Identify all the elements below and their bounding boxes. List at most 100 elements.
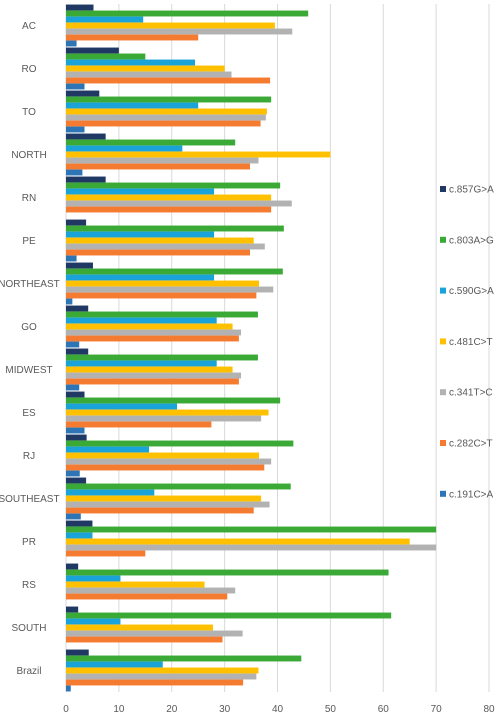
- bar-midwest-1: [66, 354, 258, 361]
- bar-pe-0: [66, 219, 87, 226]
- bar-brazil-2: [66, 661, 163, 668]
- category-label: AC: [22, 21, 36, 32]
- bar-north-4: [66, 157, 259, 164]
- legend-label: c.282C>T: [449, 439, 493, 450]
- bar-midwest-0: [66, 348, 89, 355]
- legend-swatch: [440, 389, 446, 396]
- bar-brazil-0: [66, 649, 89, 656]
- bar-go-5: [66, 335, 239, 342]
- bar-pe-2: [66, 231, 215, 238]
- bar-northeast-1: [66, 268, 283, 275]
- category-labels: AC RO TO NORTH RN PE NORTHEAST GO MIDWEST ES RJ SOU…: [0, 21, 60, 677]
- bar-to-1: [66, 96, 272, 103]
- bar-es-1: [66, 397, 281, 404]
- bar-rn-3: [66, 194, 272, 201]
- bar-ro-6: [66, 83, 85, 90]
- legend-label: c.803A>G: [449, 235, 494, 246]
- bar-pe-6: [66, 255, 77, 262]
- bar-brazil-3: [66, 667, 259, 674]
- bar-south-3: [66, 624, 213, 631]
- category-label: RN: [22, 193, 36, 204]
- category-label: SOUTHEAST: [0, 494, 60, 505]
- bar-pr-0: [66, 520, 93, 527]
- bar-rj-6: [66, 470, 80, 477]
- bar-pr-3: [66, 538, 410, 545]
- category-label: GO: [21, 322, 37, 333]
- x-tick-label: 80: [483, 704, 495, 715]
- legend-swatch: [440, 186, 446, 192]
- bar-go-2: [66, 317, 217, 324]
- bar-southeast-5: [66, 507, 254, 514]
- bar-rs-3: [66, 581, 205, 588]
- bar-go-0: [66, 305, 89, 312]
- bar-pr-4: [66, 544, 437, 551]
- bars: [66, 4, 437, 692]
- bar-pr-5: [66, 550, 146, 557]
- bar-midwest-3: [66, 366, 233, 373]
- legend-swatch: [440, 287, 446, 294]
- bar-ro-2: [66, 59, 196, 66]
- bar-es-5: [66, 421, 212, 428]
- legend-label: c.590G>A: [449, 286, 494, 297]
- bar-northeast-0: [66, 262, 93, 269]
- bar-go-3: [66, 323, 233, 330]
- bar-to-3: [66, 108, 267, 115]
- bar-rn-1: [66, 182, 281, 189]
- bar-northeast-4: [66, 286, 274, 293]
- bar-es-2: [66, 403, 178, 410]
- legend-label: c.341T>C: [449, 388, 493, 399]
- bar-to-5: [66, 120, 261, 127]
- bar-ac-4: [66, 28, 293, 35]
- bar-midwest-2: [66, 360, 217, 367]
- bar-northeast-5: [66, 292, 257, 299]
- category-label: NORTH: [11, 150, 46, 161]
- category-label: NORTHEAST: [0, 279, 60, 290]
- bar-south-0: [66, 606, 79, 613]
- bar-ro-5: [66, 77, 271, 84]
- bar-north-3: [66, 151, 331, 158]
- bar-midwest-5: [66, 378, 239, 385]
- legend-swatch: [440, 338, 446, 345]
- bar-northeast-2: [66, 274, 215, 281]
- bar-to-2: [66, 102, 199, 109]
- bar-southeast-4: [66, 501, 270, 508]
- category-label: TO: [22, 107, 36, 118]
- category-label: RO: [22, 64, 37, 75]
- x-tick-label: 40: [272, 704, 284, 715]
- bar-north-5: [66, 163, 251, 170]
- bar-southeast-6: [66, 513, 81, 520]
- legend-label: c.857G>A: [449, 185, 494, 196]
- bar-rs-0: [66, 563, 79, 570]
- category-label: PE: [22, 236, 36, 247]
- x-tick-label: 20: [166, 704, 178, 715]
- x-tick-label: 50: [325, 704, 337, 715]
- bar-go-6: [66, 341, 80, 348]
- bar-brazil-5: [66, 679, 244, 686]
- bar-north-6: [66, 169, 83, 176]
- bar-rs-4: [66, 587, 236, 594]
- bar-ac-2: [66, 16, 144, 23]
- bar-ac-3: [66, 22, 275, 29]
- x-tick-label: 70: [431, 704, 443, 715]
- bar-south-1: [66, 612, 392, 619]
- bar-rn-5: [66, 206, 272, 213]
- bar-to-4: [66, 114, 266, 121]
- x-tick-label: 10: [113, 704, 125, 715]
- x-tick-label: 30: [219, 704, 231, 715]
- bar-rs-2: [66, 575, 121, 582]
- legend-swatch: [440, 440, 446, 446]
- bar-rj-2: [66, 446, 150, 453]
- bar-ro-0: [66, 47, 119, 54]
- bar-southeast-1: [66, 483, 291, 490]
- bar-pe-3: [66, 237, 254, 244]
- bar-brazil-4: [66, 673, 257, 680]
- bar-pr-1: [66, 526, 437, 533]
- bar-brazil-1: [66, 655, 302, 662]
- category-label: SOUTH: [12, 623, 47, 634]
- bar-south-4: [66, 630, 243, 637]
- bar-ro-3: [66, 65, 225, 72]
- bar-ro-1: [66, 53, 146, 60]
- bar-southeast-0: [66, 477, 87, 484]
- x-tick-label: 0: [63, 704, 69, 715]
- bar-pe-4: [66, 243, 265, 250]
